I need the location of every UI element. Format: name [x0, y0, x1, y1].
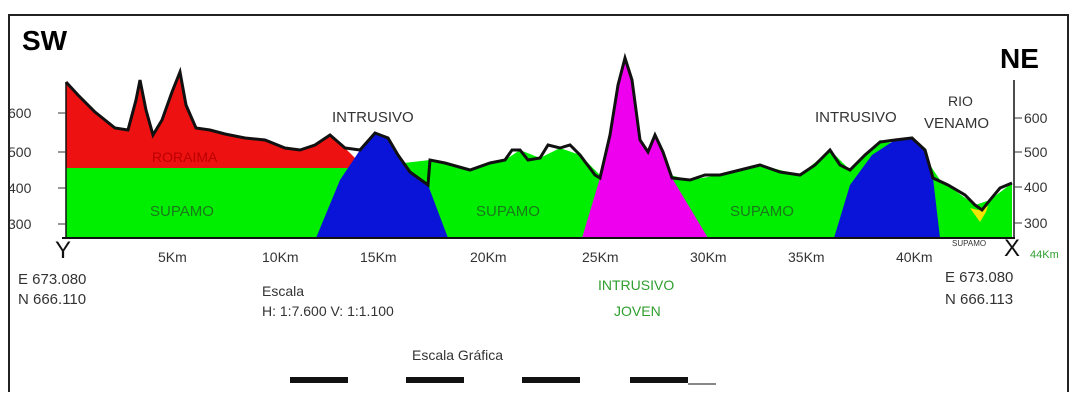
- scale-values: H: 1:7.600 V: 1:1.100: [262, 303, 394, 319]
- right-tick-500: 500: [1024, 144, 1048, 160]
- intrusivo-right-label: INTRUSIVO: [815, 109, 897, 126]
- left-tick-500: 500: [8, 144, 32, 160]
- left-tick-600: 600: [8, 105, 32, 121]
- supamo-small-label: SUPAMO: [952, 239, 986, 248]
- endpoint-x: X: [1004, 235, 1020, 262]
- graphic-scale-bar: [290, 377, 716, 385]
- intrusivo-left-label: INTRUSIVO: [332, 109, 414, 126]
- supamo-label-3: SUPAMO: [730, 203, 794, 220]
- supamo-label-1: SUPAMO: [150, 203, 214, 220]
- distance-tick: 25Km: [582, 249, 619, 265]
- distance-tick: 40Km: [896, 249, 933, 265]
- intrusivo-right-unit: [834, 138, 940, 238]
- right-tick-300: 300: [1024, 215, 1048, 231]
- left-tick-300: 300: [8, 216, 32, 232]
- topographic-profile-line: [64, 52, 1013, 213]
- coord-right-e: E 673.080: [945, 269, 1013, 286]
- rio-venamo-label-1: RIO: [948, 93, 973, 109]
- left-elevation-ticks: 600 500 400 300: [8, 105, 66, 232]
- corner-label-sw: SW: [22, 25, 68, 56]
- distance-tick: 10Km: [262, 249, 299, 265]
- endpoint-y: Y: [55, 237, 71, 264]
- coord-right-n: N 666.113: [945, 291, 1013, 308]
- graphic-scale-title: Escala Gráfica: [412, 347, 503, 363]
- distance-tick: 20Km: [470, 249, 507, 265]
- coord-left-n: N 666.110: [18, 291, 86, 308]
- right-tick-600: 600: [1024, 110, 1048, 126]
- rio-venamo-label-2: VENAMO: [924, 115, 989, 132]
- left-tick-400: 400: [8, 180, 32, 196]
- distance-ticks: 5Km 10Km 15Km 20Km 25Km 30Km 35Km 40Km 4…: [158, 249, 1059, 265]
- distance-tick: 15Km: [360, 249, 397, 265]
- distance-tick-end: 44Km: [1030, 249, 1059, 261]
- distance-tick: 5Km: [158, 249, 187, 265]
- coord-left-e: E 673.080: [18, 271, 86, 288]
- intrusivo-left-unit: [316, 133, 448, 238]
- distance-tick: 30Km: [690, 249, 727, 265]
- right-tick-400: 400: [1024, 179, 1048, 195]
- intrusivo-joven-label-1: INTRUSIVO: [598, 277, 674, 293]
- supamo-unit: [66, 140, 1012, 238]
- right-elevation-ticks: 600 500 400 300: [1014, 110, 1048, 231]
- corner-label-ne: NE: [1000, 43, 1039, 74]
- intrusivo-joven-label-2: JOVEN: [614, 303, 661, 319]
- roraima-label: RORAIMA: [152, 149, 218, 165]
- roraima-unit: [66, 72, 360, 168]
- scale-title: Escala: [262, 283, 304, 299]
- distance-tick: 35Km: [788, 249, 825, 265]
- supamo-label-2: SUPAMO: [476, 203, 540, 220]
